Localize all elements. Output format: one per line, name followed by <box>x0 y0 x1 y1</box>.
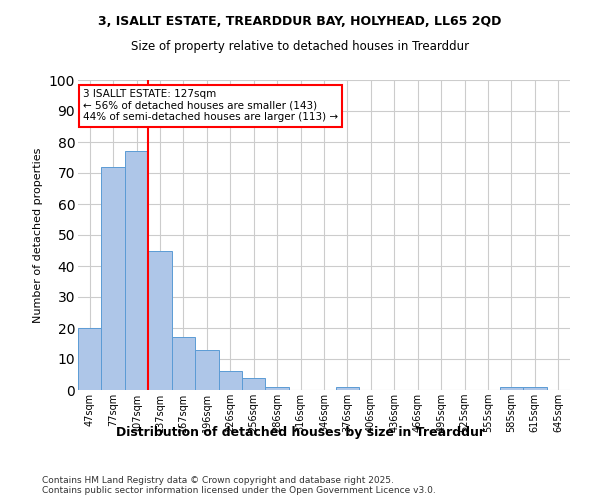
Bar <box>336 387 359 390</box>
Y-axis label: Number of detached properties: Number of detached properties <box>33 148 43 322</box>
Bar <box>78 328 101 390</box>
Bar <box>125 152 148 390</box>
Text: Distribution of detached houses by size in Trearddur: Distribution of detached houses by size … <box>115 426 485 439</box>
Text: 3, ISALLT ESTATE, TREARDDUR BAY, HOLYHEAD, LL65 2QD: 3, ISALLT ESTATE, TREARDDUR BAY, HOLYHEA… <box>98 15 502 28</box>
Text: Contains HM Land Registry data © Crown copyright and database right 2025.
Contai: Contains HM Land Registry data © Crown c… <box>42 476 436 495</box>
Bar <box>523 387 547 390</box>
Text: 3 ISALLT ESTATE: 127sqm
← 56% of detached houses are smaller (143)
44% of semi-d: 3 ISALLT ESTATE: 127sqm ← 56% of detache… <box>83 90 338 122</box>
Bar <box>172 338 195 390</box>
Bar <box>101 167 125 390</box>
Bar <box>218 372 242 390</box>
Bar <box>265 387 289 390</box>
Text: Size of property relative to detached houses in Trearddur: Size of property relative to detached ho… <box>131 40 469 53</box>
Bar <box>242 378 265 390</box>
Bar <box>195 350 218 390</box>
Bar <box>148 250 172 390</box>
Bar <box>500 387 523 390</box>
